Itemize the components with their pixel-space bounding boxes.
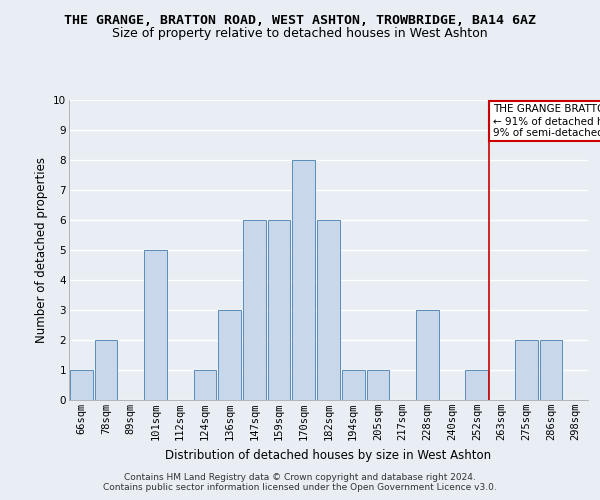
- Bar: [243, 220, 266, 400]
- Bar: [317, 220, 340, 400]
- Bar: [144, 250, 167, 400]
- Bar: [515, 340, 538, 400]
- Bar: [466, 370, 488, 400]
- Bar: [95, 340, 118, 400]
- Bar: [342, 370, 365, 400]
- Text: Size of property relative to detached houses in West Ashton: Size of property relative to detached ho…: [112, 28, 488, 40]
- Text: THE GRANGE, BRATTON ROAD, WEST ASHTON, TROWBRIDGE, BA14 6AZ: THE GRANGE, BRATTON ROAD, WEST ASHTON, T…: [64, 14, 536, 27]
- Bar: [70, 370, 93, 400]
- X-axis label: Distribution of detached houses by size in West Ashton: Distribution of detached houses by size …: [166, 448, 491, 462]
- Bar: [268, 220, 290, 400]
- Bar: [292, 160, 315, 400]
- Text: Contains HM Land Registry data © Crown copyright and database right 2024.
Contai: Contains HM Land Registry data © Crown c…: [103, 473, 497, 492]
- Bar: [416, 310, 439, 400]
- Bar: [539, 340, 562, 400]
- Text: THE GRANGE BRATTON ROAD: 254sqm
← 91% of detached houses are smaller (43)
9% of : THE GRANGE BRATTON ROAD: 254sqm ← 91% of…: [493, 104, 600, 138]
- Bar: [218, 310, 241, 400]
- Bar: [194, 370, 216, 400]
- Y-axis label: Number of detached properties: Number of detached properties: [35, 157, 47, 343]
- Bar: [367, 370, 389, 400]
